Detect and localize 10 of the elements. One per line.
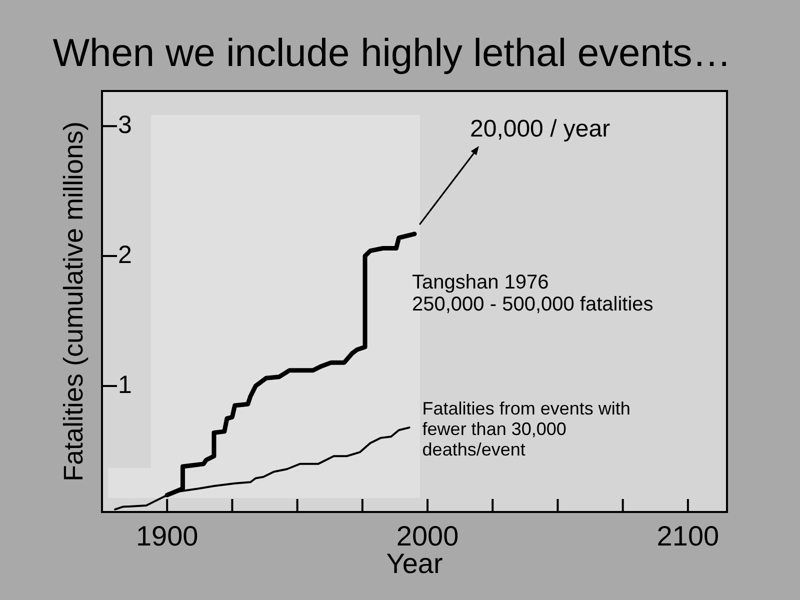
series-label: Fatalities from events with fewer than 30,000 deaths/event: [422, 398, 630, 460]
x-tick-label: 2100: [656, 520, 720, 552]
y-axis-title: Fatalities (cumulative millions): [58, 121, 89, 482]
chart-title: When we include highly lethal events…: [52, 32, 732, 75]
y-tick-label: 3: [118, 110, 132, 139]
annotation: Tangshan 1976 250,000 - 500,000 fatalities: [412, 272, 654, 316]
annotation: 20,000 / year: [470, 116, 610, 143]
y-tick-label: 2: [118, 240, 132, 269]
y-tick-label: 1: [118, 370, 132, 399]
x-tick-label: 1900: [136, 520, 198, 552]
